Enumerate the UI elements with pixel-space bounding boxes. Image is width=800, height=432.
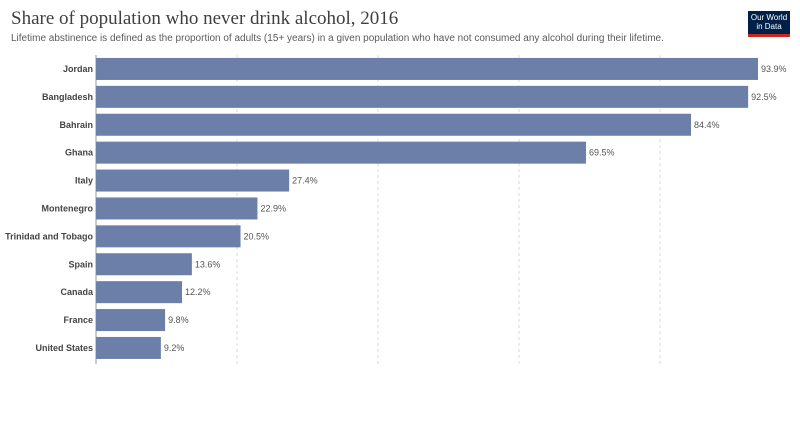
value-label: 12.2% bbox=[185, 287, 211, 297]
value-label: 69.5% bbox=[589, 148, 615, 158]
bar[interactable] bbox=[96, 253, 192, 276]
bar[interactable] bbox=[96, 281, 183, 304]
category-label: Italy bbox=[75, 176, 93, 186]
logo-line-1: Our World bbox=[750, 13, 788, 22]
bar[interactable] bbox=[96, 57, 758, 80]
bar[interactable] bbox=[96, 141, 586, 164]
value-label: 84.4% bbox=[694, 120, 720, 130]
value-label: 9.8% bbox=[168, 315, 189, 325]
value-label: 93.9% bbox=[761, 64, 787, 74]
bar[interactable] bbox=[96, 85, 749, 108]
value-label: 27.4% bbox=[292, 176, 318, 186]
category-label: Jordan bbox=[63, 64, 93, 74]
category-label: France bbox=[63, 315, 93, 325]
category-label: Montenegro bbox=[42, 203, 94, 213]
bar[interactable] bbox=[96, 113, 692, 136]
value-label: 20.5% bbox=[244, 231, 270, 241]
chart-title: Share of population who never drink alco… bbox=[11, 8, 399, 29]
bar[interactable] bbox=[96, 169, 290, 192]
category-label: Ghana bbox=[65, 148, 94, 158]
category-label: Bahrain bbox=[59, 120, 93, 130]
logo-line-2: in Data bbox=[756, 22, 782, 31]
bar[interactable] bbox=[96, 225, 241, 248]
owid-logo[interactable]: Our World in Data bbox=[748, 11, 790, 35]
value-label: 13.6% bbox=[195, 259, 221, 269]
value-label: 92.5% bbox=[751, 92, 777, 102]
chart-subtitle: Lifetime abstinence is defined as the pr… bbox=[11, 33, 664, 44]
logo-accent-bar bbox=[748, 34, 790, 37]
value-label: 9.2% bbox=[164, 343, 185, 353]
category-label: Spain bbox=[68, 259, 93, 269]
bar[interactable] bbox=[96, 197, 258, 220]
category-label: Canada bbox=[60, 287, 94, 297]
bar[interactable] bbox=[96, 336, 161, 359]
category-label: United States bbox=[35, 343, 93, 353]
category-label: Bangladesh bbox=[42, 92, 93, 102]
value-label: 22.9% bbox=[260, 203, 286, 213]
bar[interactable] bbox=[96, 309, 166, 332]
category-label: Trinidad and Tobago bbox=[5, 231, 93, 241]
